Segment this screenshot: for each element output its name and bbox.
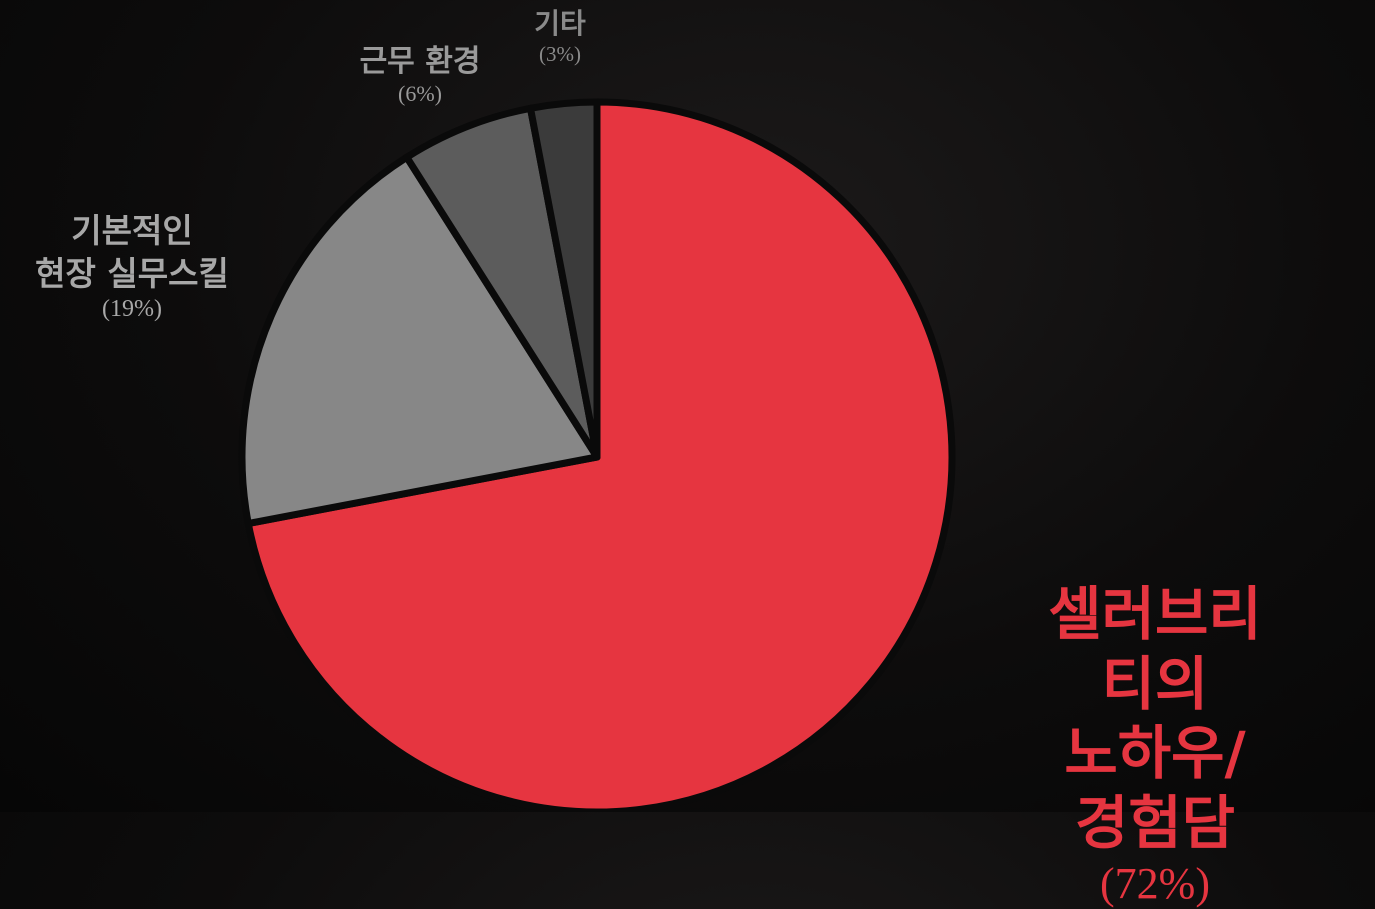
category-label: 기본적인 현장 실무스킬 bbox=[35, 211, 229, 293]
slice-label: 기본적인 현장 실무스킬 (19%) bbox=[35, 210, 229, 323]
category-label: 셀러브리티의 노하우/경험담 bbox=[1048, 580, 1262, 857]
percent-label: (19%) bbox=[102, 295, 162, 322]
slice-label: 셀러브리티의 노하우/경험담 (72%) bbox=[1045, 580, 1265, 909]
chart bbox=[238, 98, 956, 812]
slice-label: 근무 환경 (6%) bbox=[360, 42, 481, 107]
pie-slice bbox=[526, 98, 601, 461]
pie-slice bbox=[238, 153, 601, 528]
percent-label: (6%) bbox=[398, 81, 442, 106]
percent-label: (72%) bbox=[1100, 859, 1210, 909]
category-label: 근무 환경 bbox=[359, 44, 481, 79]
slice-label: 기타 (3%) bbox=[534, 6, 586, 67]
percent-label: (3%) bbox=[539, 42, 581, 67]
category-label: 기타 bbox=[534, 7, 586, 40]
